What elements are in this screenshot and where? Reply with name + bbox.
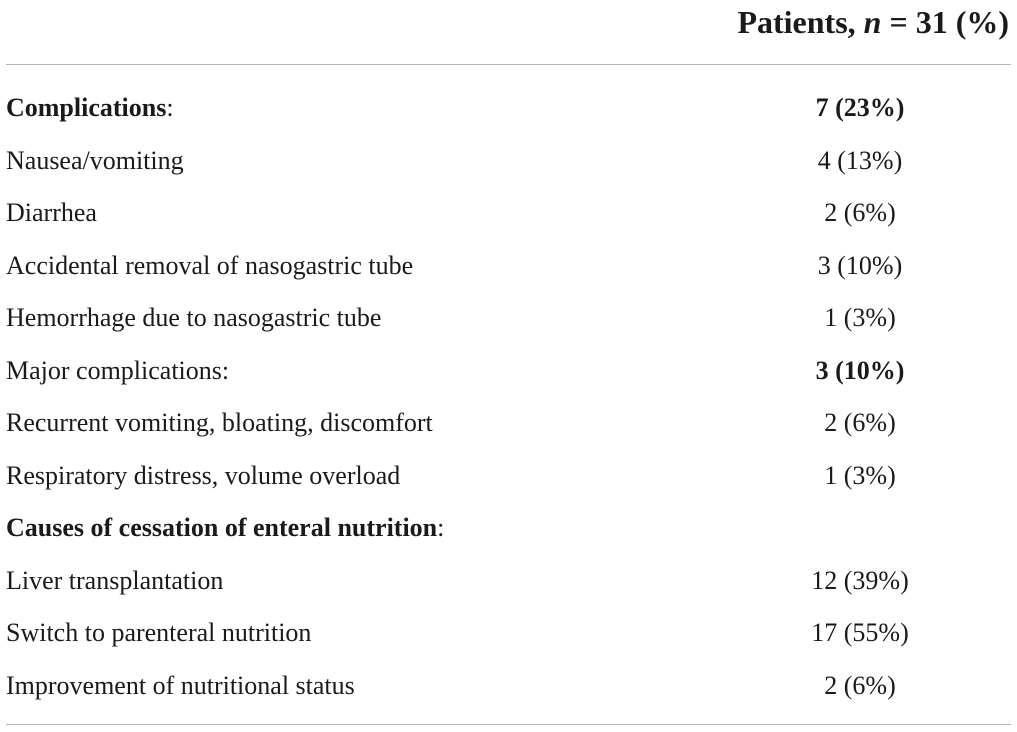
row-label-text: Causes of cessation of enteral nutrition (6, 513, 438, 542)
row-value: 12 (39%) (811, 565, 909, 595)
row-value: 3 (10%) (815, 355, 905, 385)
header-title-prefix: Patients, (737, 4, 864, 40)
table-row: Improvement of nutritional status 2 (6%) (0, 660, 1017, 713)
table-row: Switch to parenteral nutrition 17 (55%) (0, 607, 1017, 660)
row-value: 1 (3%) (824, 460, 896, 490)
column-header-patients: Patients, n = 31 (%) (737, 2, 1009, 42)
row-label: Diarrhea (6, 198, 97, 227)
table-row: Recurrent vomiting, bloating, discomfort… (0, 397, 1017, 450)
table-body: Complications: 7 (23%) Nausea/vomiting 4… (0, 82, 1017, 712)
row-label: Complications: (6, 91, 174, 125)
header-title-n: n (863, 4, 882, 40)
row-label: Recurrent vomiting, bloating, discomfort (6, 408, 433, 437)
row-label: Hemorrhage due to nasogastric tube (6, 303, 382, 332)
row-label-suffix: : (437, 513, 445, 542)
row-label: Causes of cessation of enteral nutrition… (6, 511, 444, 545)
table-row: Hemorrhage due to nasogastric tube 1 (3%… (0, 292, 1017, 345)
table-row: Diarrhea 2 (6%) (0, 187, 1017, 240)
table-row: Complications: 7 (23%) (0, 82, 1017, 135)
table-row: Nausea/vomiting 4 (13%) (0, 135, 1017, 188)
table-row: Causes of cessation of enteral nutrition… (0, 502, 1017, 555)
table-row: Major complications: 3 (10%) (0, 345, 1017, 398)
row-value: 7 (23%) (815, 93, 905, 122)
row-value: 1 (3%) (824, 303, 896, 332)
row-value: 2 (6%) (824, 408, 896, 437)
row-label: Liver transplantation (6, 565, 224, 595)
header-title-suffix: = 31 (%) (881, 4, 1009, 40)
header-divider (6, 64, 1011, 65)
row-label: Accidental removal of nasogastric tube (6, 250, 414, 280)
row-value: 3 (10%) (817, 250, 903, 280)
table-bottom-divider (6, 724, 1011, 725)
row-label: Switch to parenteral nutrition (6, 618, 312, 647)
row-value: 2 (6%) (824, 670, 896, 700)
row-value: 2 (6%) (824, 198, 896, 227)
row-label: Nausea/vomiting (6, 145, 184, 175)
row-label-suffix: : (166, 93, 174, 122)
table-header: Patients, n = 31 (%) (0, 0, 1017, 48)
row-label-text: Complications (6, 93, 167, 122)
table-row: Accidental removal of nasogastric tube 3… (0, 240, 1017, 293)
row-label: Improvement of nutritional status (6, 670, 355, 700)
table-row: Liver transplantation 12 (39%) (0, 555, 1017, 608)
row-value: 17 (55%) (811, 618, 909, 647)
row-value: 4 (13%) (817, 145, 903, 175)
table-row: Respiratory distress, volume overload 1 … (0, 450, 1017, 503)
row-label: Respiratory distress, volume overload (6, 460, 401, 490)
row-label: Major complications: (6, 355, 230, 385)
